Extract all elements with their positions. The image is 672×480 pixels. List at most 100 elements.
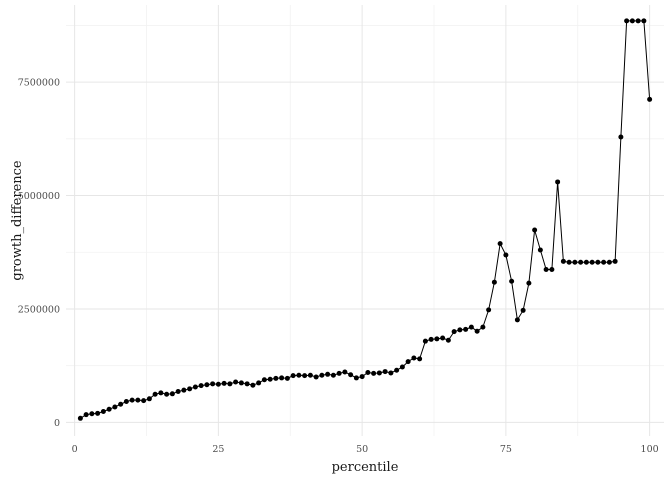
data-point <box>164 391 170 397</box>
data-point <box>376 370 382 376</box>
data-point <box>434 336 440 342</box>
data-point <box>336 370 342 376</box>
data-point <box>388 370 394 376</box>
data-point <box>612 258 618 264</box>
data-point <box>152 391 158 397</box>
data-point <box>624 18 630 24</box>
data-point <box>543 267 549 272</box>
data-point <box>514 317 520 323</box>
data-point <box>238 380 244 386</box>
data-point <box>198 383 204 389</box>
data-point <box>555 179 561 185</box>
data-point <box>503 252 509 258</box>
data-point <box>589 259 595 265</box>
data-point <box>480 324 486 330</box>
data-point <box>250 382 256 388</box>
data-point <box>474 328 480 334</box>
data-point <box>486 307 492 313</box>
data-point <box>325 371 331 377</box>
data-point <box>618 134 624 140</box>
data-point <box>365 369 371 375</box>
data-point <box>371 370 377 376</box>
data-point <box>532 227 538 233</box>
data-point <box>267 376 273 382</box>
data-point <box>302 373 308 379</box>
data-point <box>123 399 129 405</box>
data-point <box>342 369 348 375</box>
data-point <box>158 390 164 396</box>
data-point <box>256 380 262 386</box>
data-point <box>520 307 526 313</box>
data-point <box>135 397 141 403</box>
data-point <box>330 372 336 378</box>
data-point <box>578 259 584 265</box>
data-point <box>451 329 457 335</box>
data-point <box>227 381 233 387</box>
data-point <box>457 327 463 333</box>
data-point <box>290 373 296 379</box>
data-point <box>422 338 428 344</box>
data-point <box>100 409 106 414</box>
data-point <box>146 396 152 402</box>
data-point <box>463 326 469 332</box>
data-point <box>279 375 285 381</box>
y-tick-label: 2500000 <box>18 304 60 315</box>
data-point <box>566 259 572 265</box>
data-point <box>359 374 365 380</box>
x-tick-label: 100 <box>641 444 659 455</box>
data-point <box>595 259 601 265</box>
data-point <box>417 356 423 362</box>
data-point <box>112 404 118 410</box>
data-point <box>187 386 193 392</box>
data-point <box>273 375 279 381</box>
data-point <box>221 380 227 386</box>
data-point <box>296 372 302 378</box>
data-point <box>353 375 359 381</box>
data-point <box>606 259 612 265</box>
data-point <box>629 18 635 24</box>
data-point <box>411 355 417 361</box>
data-point <box>129 397 135 403</box>
data-point <box>601 259 607 265</box>
data-point <box>215 381 221 387</box>
data-point <box>491 279 497 285</box>
data-point <box>468 324 474 330</box>
data-point <box>572 259 578 265</box>
data-point <box>549 267 555 272</box>
data-point <box>77 415 83 421</box>
x-tick-label: 50 <box>356 444 368 455</box>
data-point <box>210 381 216 387</box>
data-point <box>244 381 250 387</box>
data-point <box>192 384 198 390</box>
data-point <box>319 372 325 378</box>
x-tick-label: 25 <box>212 444 224 455</box>
data-point <box>635 18 641 24</box>
data-point <box>118 401 124 407</box>
data-point <box>560 258 566 264</box>
data-point <box>141 398 147 404</box>
y-tick-label: 0 <box>54 418 60 429</box>
y-axis-title: growth_difference <box>10 160 25 281</box>
y-tick-label: 5000000 <box>18 191 60 202</box>
data-point <box>509 278 515 284</box>
data-point <box>307 372 313 378</box>
data-point <box>181 387 187 393</box>
data-points <box>77 18 653 421</box>
data-point <box>394 367 400 373</box>
data-point <box>497 241 503 247</box>
data-point <box>95 410 101 416</box>
data-point <box>537 247 543 253</box>
data-point <box>89 411 95 417</box>
x-axis-title: percentile <box>332 460 399 475</box>
data-point <box>106 406 112 412</box>
y-tick-label: 7500000 <box>18 78 60 89</box>
data-point <box>647 96 653 102</box>
data-point <box>440 335 446 341</box>
data-point <box>348 372 354 378</box>
data-point <box>233 379 239 385</box>
data-point <box>169 391 175 397</box>
series-line-layer <box>80 20 651 419</box>
x-tick-label: 75 <box>500 444 512 455</box>
data-point <box>526 280 532 286</box>
